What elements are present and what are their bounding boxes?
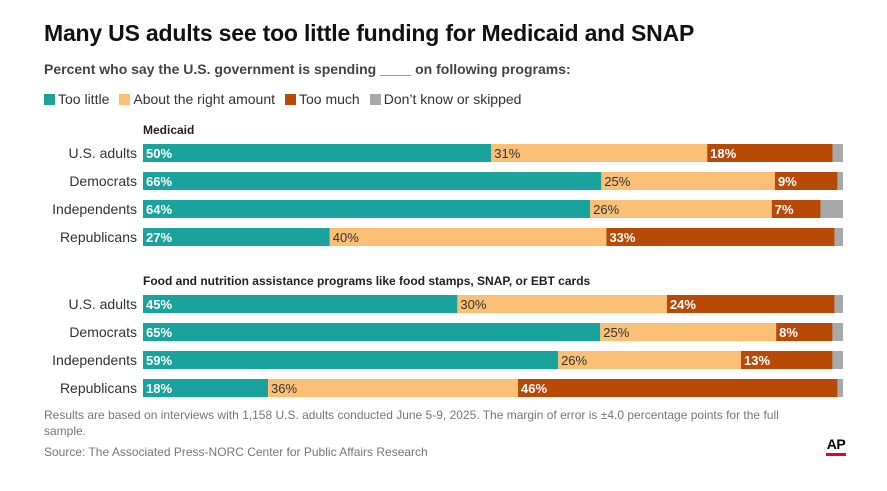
footnote: Results are based on interviews with 1,1… bbox=[44, 408, 779, 438]
bar-segment-too-much bbox=[740, 351, 833, 369]
bar-segment-about-the-right-amount bbox=[457, 295, 667, 313]
bar-segment-too-much bbox=[518, 379, 838, 397]
chart-subtitle: Percent who say the U.S. government is s… bbox=[44, 61, 571, 77]
bar-segment-don-t-know-or-skipped bbox=[834, 228, 843, 246]
value-label: 45% bbox=[146, 297, 172, 312]
bar-segment-too-little bbox=[143, 295, 458, 313]
bar-segment-too-much bbox=[707, 144, 833, 162]
legend-swatch bbox=[285, 93, 297, 105]
ap-logo: AP bbox=[826, 436, 846, 456]
value-label: 65% bbox=[146, 325, 172, 340]
bar-segment-too-much bbox=[776, 323, 833, 341]
legend-item-too-much: Too much bbox=[285, 91, 360, 107]
legend-label: Too little bbox=[58, 91, 110, 107]
stacked-bar-chart: Medicaid U.S. adults 50% 31% 18% Democrats 66%… bbox=[52, 123, 843, 397]
value-label: 27% bbox=[146, 230, 172, 245]
legend-swatch bbox=[119, 93, 131, 105]
row-label: Independents bbox=[52, 352, 137, 368]
row-label: Democrats bbox=[69, 324, 137, 340]
row-label: U.S. adults bbox=[69, 296, 137, 312]
ap-logo-text: AP bbox=[826, 436, 846, 452]
bar-segment-don-t-know-or-skipped bbox=[837, 379, 843, 397]
value-label: 66% bbox=[146, 174, 172, 189]
legend-label: About the right amount bbox=[133, 91, 276, 107]
value-label: 59% bbox=[146, 353, 172, 368]
bar-segment-too-much bbox=[774, 172, 838, 190]
value-label: 9% bbox=[778, 174, 797, 189]
value-label: 31% bbox=[494, 146, 520, 161]
legend-label: Don’t know or skipped bbox=[383, 91, 522, 107]
row-label: Republicans bbox=[60, 380, 137, 396]
bar-segment-too-much bbox=[771, 200, 821, 218]
value-label: 18% bbox=[710, 146, 736, 161]
bar-segment-don-t-know-or-skipped bbox=[820, 200, 843, 218]
legend-swatch bbox=[369, 93, 381, 105]
legend-item-about-right: About the right amount bbox=[119, 91, 275, 107]
ap-logo-underline bbox=[826, 453, 846, 456]
legend-swatch bbox=[44, 93, 55, 105]
row-label: Democrats bbox=[69, 173, 137, 189]
bar-segment-about-the-right-amount bbox=[601, 172, 775, 190]
row-label: Independents bbox=[52, 201, 137, 217]
value-label: 26% bbox=[593, 202, 619, 217]
row-label: U.S. adults bbox=[69, 145, 137, 161]
value-label: 33% bbox=[609, 230, 635, 245]
bar-segment-about-the-right-amount bbox=[268, 379, 518, 397]
value-label: 7% bbox=[775, 202, 794, 217]
bar-segment-too-little bbox=[143, 172, 602, 190]
value-label: 25% bbox=[604, 174, 630, 189]
value-label: 36% bbox=[271, 381, 297, 396]
bar-segment-too-little bbox=[143, 200, 591, 218]
value-label: 30% bbox=[460, 297, 486, 312]
legend-item-too-little: Too little bbox=[44, 91, 109, 107]
bar-segment-don-t-know-or-skipped bbox=[837, 172, 843, 190]
bar-segment-about-the-right-amount bbox=[600, 323, 777, 341]
value-label: 18% bbox=[146, 381, 172, 396]
bar-segment-don-t-know-or-skipped bbox=[832, 144, 843, 162]
value-label: 25% bbox=[603, 325, 629, 340]
bar-segment-too-little bbox=[143, 144, 492, 162]
source-note: Source: The Associated Press-NORC Center… bbox=[44, 445, 428, 459]
bar-segment-too-little bbox=[143, 351, 559, 369]
value-label: 40% bbox=[333, 230, 359, 245]
group-title: Medicaid bbox=[143, 123, 194, 137]
bar-segment-about-the-right-amount bbox=[590, 200, 772, 218]
bar-segment-too-little bbox=[143, 228, 330, 246]
value-label: 64% bbox=[146, 202, 172, 217]
row-label: Republicans bbox=[60, 229, 137, 245]
bar-segment-too-little bbox=[143, 323, 601, 341]
bar-segment-don-t-know-or-skipped bbox=[834, 295, 843, 313]
group-title: Food and nutrition assistance programs l… bbox=[143, 274, 591, 288]
bar-segment-about-the-right-amount bbox=[558, 351, 741, 369]
legend: Too little About the right amount Too mu… bbox=[44, 90, 531, 108]
legend-label: Too much bbox=[299, 91, 360, 107]
chart-title: Many US adults see too little funding fo… bbox=[44, 20, 695, 46]
bar-segment-don-t-know-or-skipped bbox=[832, 351, 843, 369]
value-label: 24% bbox=[670, 297, 696, 312]
value-label: 46% bbox=[521, 381, 547, 396]
bar-segment-too-much bbox=[606, 228, 835, 246]
bar-segment-about-the-right-amount bbox=[491, 144, 708, 162]
value-label: 26% bbox=[561, 353, 587, 368]
bar-segment-too-little bbox=[143, 379, 268, 397]
bar-segment-don-t-know-or-skipped bbox=[832, 323, 843, 341]
value-label: 13% bbox=[744, 353, 770, 368]
legend-item-dont-know: Don’t know or skipped bbox=[369, 91, 522, 107]
value-label: 50% bbox=[146, 146, 172, 161]
bar-segment-too-much bbox=[666, 295, 835, 313]
value-label: 8% bbox=[779, 325, 798, 340]
bar-segment-about-the-right-amount bbox=[329, 228, 607, 246]
